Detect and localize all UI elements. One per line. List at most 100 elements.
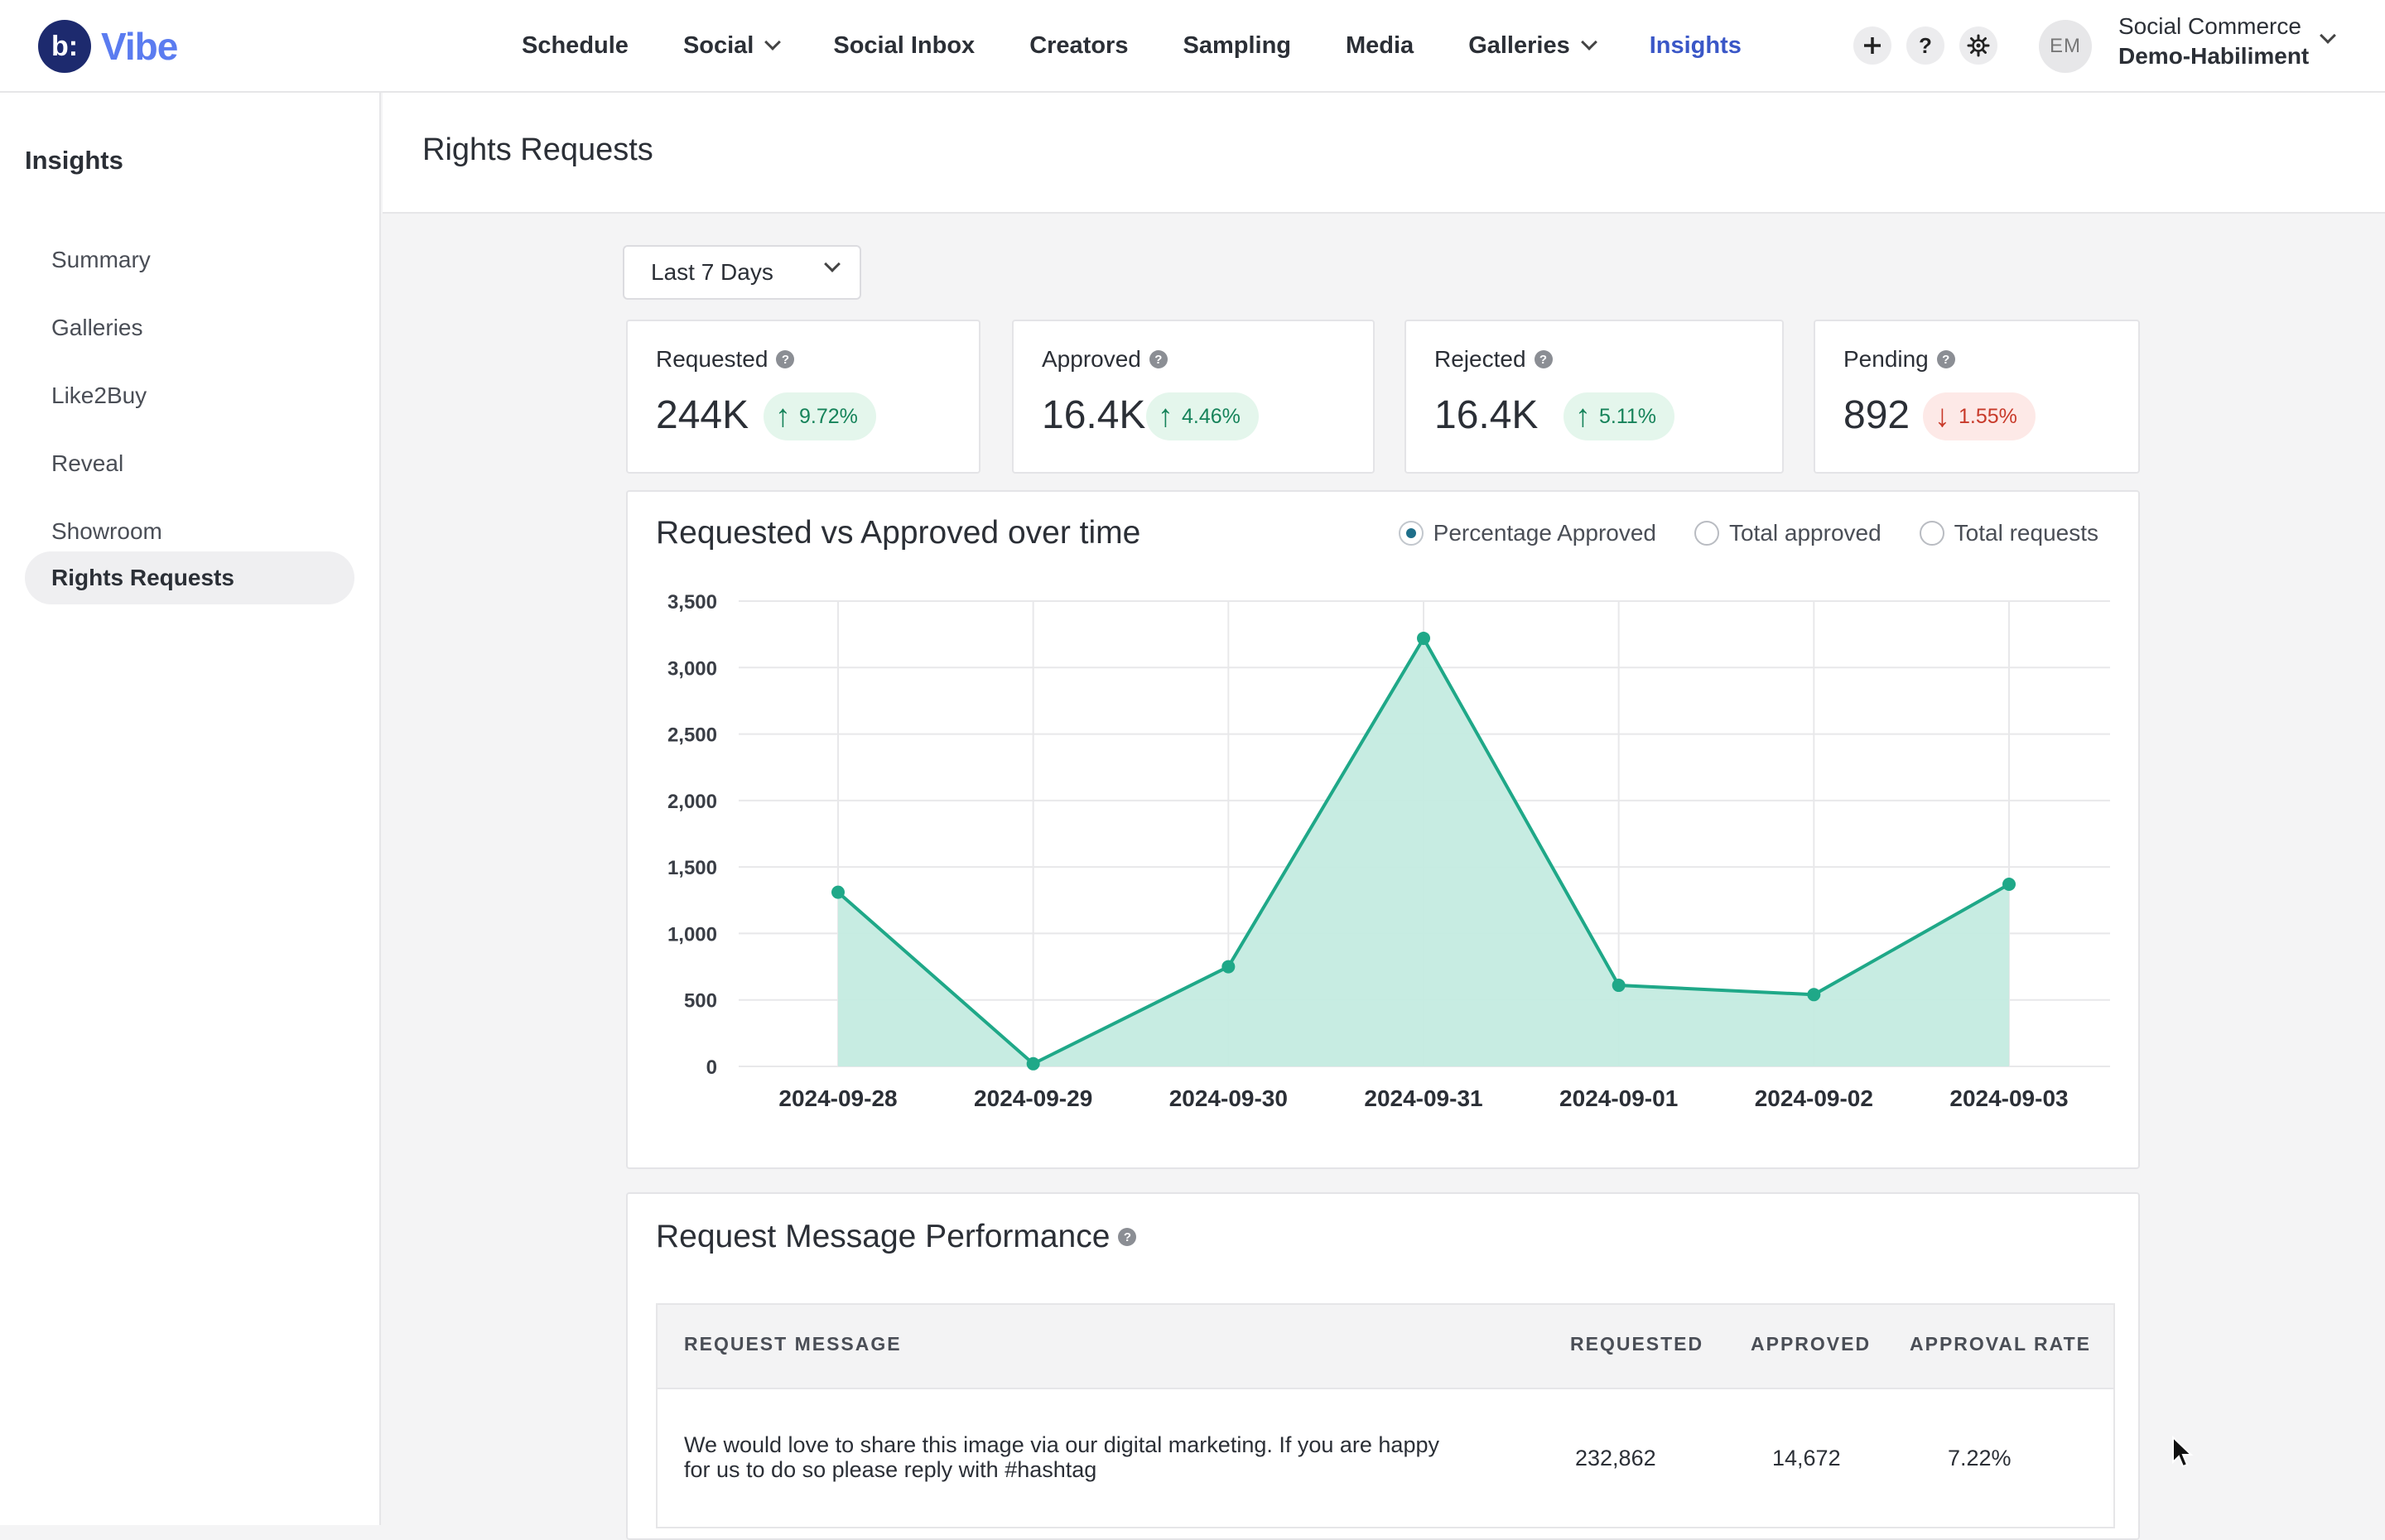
help-icon[interactable]: ? xyxy=(1936,350,1955,368)
nav-schedule[interactable]: Schedule xyxy=(522,32,629,60)
data-point xyxy=(831,885,845,899)
radio-percentage-approved[interactable]: Percentage Approved xyxy=(1398,520,1656,546)
logo-text: Vibe xyxy=(101,25,178,68)
sidebar-item-summary[interactable]: Summary xyxy=(51,247,151,272)
nav-social-inbox[interactable]: Social Inbox xyxy=(833,32,975,60)
top-navigation-bar: b: Vibe Schedule Social Social Inbox Cre… xyxy=(0,0,2385,93)
arrow-down-icon: ↓ xyxy=(1934,399,1950,434)
radio-label: Percentage Approved xyxy=(1433,520,1656,546)
nav-social-label: Social xyxy=(682,31,754,59)
nav-sampling-label: Sampling xyxy=(1183,31,1291,59)
kpi-label-text: Rejected xyxy=(1434,346,1526,372)
nav-media[interactable]: Media xyxy=(1346,32,1414,60)
x-tick-label: 2024-09-01 xyxy=(1559,1085,1678,1111)
avatar[interactable]: EM xyxy=(2039,20,2092,73)
data-point xyxy=(2002,878,2016,892)
kpi-label: Rejected? xyxy=(1434,346,1553,373)
y-tick-label: 3,500 xyxy=(667,591,717,614)
main-nav: Schedule Social Social Inbox Creators Sa… xyxy=(522,0,1796,91)
y-tick-label: 2,500 xyxy=(667,724,717,747)
x-tick-label: 2024-09-28 xyxy=(778,1085,897,1111)
approved-count: 14,672 xyxy=(1772,1446,1841,1470)
arrow-up-icon: ↑ xyxy=(775,399,791,434)
table-row[interactable]: We would love to share this image via ou… xyxy=(656,1388,2115,1528)
kpi-change-badge: ↓ 1.55% xyxy=(1923,392,2036,440)
nav-sampling[interactable]: Sampling xyxy=(1183,32,1291,60)
y-tick-label: 3,000 xyxy=(667,657,717,680)
nav-schedule-label: Schedule xyxy=(522,31,629,59)
y-tick-label: 2,000 xyxy=(667,791,717,813)
chevron-down-icon xyxy=(764,34,782,51)
sidebar: Insights Summary Galleries Like2Buy Reve… xyxy=(0,93,381,1525)
sidebar-item-reveal[interactable]: Reveal xyxy=(51,450,124,476)
table-title-text: Request Message Performance xyxy=(656,1219,1111,1254)
sidebar-item-like2buy[interactable]: Like2Buy xyxy=(51,383,147,408)
x-tick-label: 2024-09-31 xyxy=(1364,1085,1482,1111)
kpi-change-value: 4.46% xyxy=(1182,404,1241,428)
column-header-requested[interactable]: REQUESTED xyxy=(1570,1333,1704,1355)
y-tick-label: 1,000 xyxy=(667,923,717,946)
arrow-up-icon: ↑ xyxy=(1575,399,1591,434)
help-icon[interactable]: ? xyxy=(1149,350,1168,368)
sidebar-item-galleries[interactable]: Galleries xyxy=(51,315,143,340)
nav-creators[interactable]: Creators xyxy=(1029,32,1128,60)
kpi-label: Approved? xyxy=(1042,346,1168,373)
help-icon[interactable]: ? xyxy=(1118,1228,1137,1246)
column-header-approval-rate[interactable]: APPROVAL RATE xyxy=(1910,1333,2091,1355)
help-icon[interactable]: ? xyxy=(776,350,795,368)
date-range-select[interactable]: Last 7 Days xyxy=(623,245,861,300)
radio-total-requests[interactable]: Total requests xyxy=(1919,520,2098,546)
sidebar-item-showroom[interactable]: Showroom xyxy=(51,518,162,544)
nav-creators-label: Creators xyxy=(1029,31,1129,59)
chevron-down-icon xyxy=(824,256,841,272)
help-button[interactable]: ? xyxy=(1906,26,1944,65)
request-message-text: We would love to share this image via ou… xyxy=(684,1432,1439,1482)
y-tick-label: 0 xyxy=(706,1056,717,1079)
kpi-value: 892 xyxy=(1843,393,1910,437)
radio-button[interactable] xyxy=(1919,521,1944,546)
kpi-label-text: Requested xyxy=(656,346,768,372)
chart-metric-options: Percentage Approved Total approved Total… xyxy=(1398,520,2098,546)
nav-galleries-label: Galleries xyxy=(1468,31,1570,59)
column-header-approved[interactable]: APPROVED xyxy=(1751,1333,1872,1355)
settings-button[interactable] xyxy=(1959,26,1997,65)
y-tick-label: 1,500 xyxy=(667,857,717,879)
kpi-card-pending: Pending? 892 ↓ 1.55% xyxy=(1814,320,2140,474)
table-title: Request Message Performance? xyxy=(656,1219,1137,1255)
radio-button[interactable] xyxy=(1694,521,1719,546)
nav-media-label: Media xyxy=(1346,31,1414,59)
arrow-up-icon: ↑ xyxy=(1158,399,1173,434)
gear-icon xyxy=(1967,34,1990,57)
radio-total-approved[interactable]: Total approved xyxy=(1694,520,1882,546)
account-switcher[interactable]: Social Commerce Demo-Habiliment xyxy=(2118,12,2309,71)
area-chart: 3,500 3,000 2,500 2,000 1,500 1,000 500 0 2024-0… xyxy=(667,591,2110,1111)
help-icon[interactable]: ? xyxy=(1534,350,1553,368)
column-header-request-message[interactable]: REQUEST MESSAGE xyxy=(684,1333,902,1355)
kpi-label-text: Approved xyxy=(1042,346,1141,372)
nav-social[interactable]: Social xyxy=(682,31,782,60)
help-icon: ? xyxy=(1919,32,1932,58)
plus-icon xyxy=(1864,37,1881,54)
chevron-down-icon[interactable] xyxy=(2320,27,2336,44)
date-range-value: Last 7 Days xyxy=(651,259,773,285)
y-tick-label: 500 xyxy=(684,990,717,1013)
sidebar-item-rights-requests[interactable]: Rights Requests xyxy=(25,551,354,604)
add-button[interactable] xyxy=(1853,26,1891,65)
kpi-card-requested: Requested? 244K ↑ 9.72% xyxy=(626,320,980,474)
page-title: Rights Requests xyxy=(422,132,653,167)
x-tick-label: 2024-09-30 xyxy=(1169,1085,1288,1111)
data-point xyxy=(1807,988,1821,1002)
data-point xyxy=(1612,979,1626,993)
kpi-card-rejected: Rejected? 16.4K ↑ 5.11% xyxy=(1404,320,1784,474)
kpi-change-badge: ↑ 4.46% xyxy=(1146,392,1259,440)
radio-button[interactable] xyxy=(1398,521,1424,546)
vibe-logo[interactable]: b: Vibe xyxy=(38,20,178,73)
kpi-label-text: Pending xyxy=(1843,346,1929,372)
nav-galleries[interactable]: Galleries xyxy=(1468,31,1597,60)
kpi-value: 16.4K xyxy=(1042,393,1146,437)
nav-insights-label: Insights xyxy=(1649,31,1742,59)
kpi-value: 16.4K xyxy=(1434,393,1539,437)
chart-title: Requested vs Approved over time xyxy=(656,515,1141,551)
account-name: Demo-Habiliment xyxy=(2118,43,2310,69)
nav-insights[interactable]: Insights xyxy=(1650,32,1742,60)
